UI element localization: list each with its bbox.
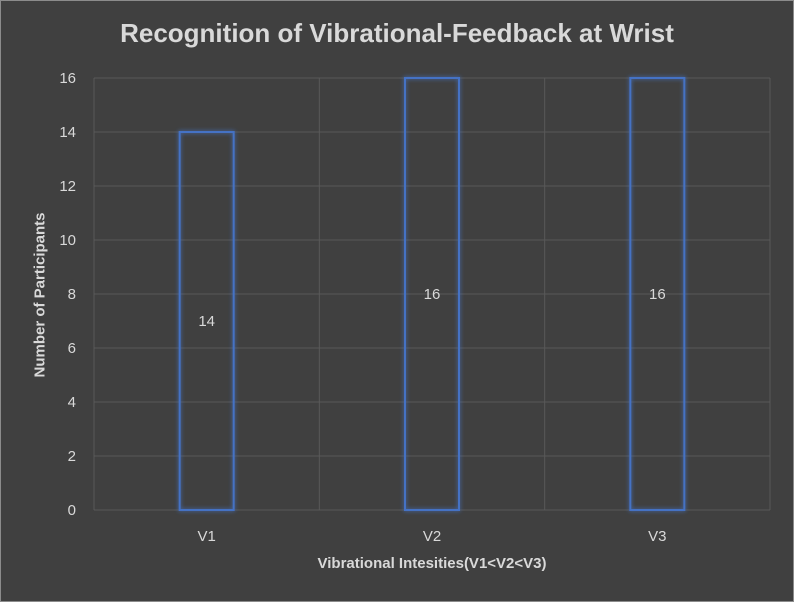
y-tick-label: 6 [68,340,76,357]
x-axis-ticks: V1 V2 V3 [197,528,666,545]
y-tick-label: 8 [68,286,76,303]
x-tick-label: V1 [197,528,215,545]
bars [178,77,686,511]
y-tick-label: 4 [68,394,76,411]
data-labels: 14 16 16 [198,286,665,330]
chart-title: Recognition of Vibrational-Feedback at W… [120,18,674,48]
y-tick-label: 2 [68,448,76,465]
y-tick-label: 14 [59,124,76,141]
x-tick-label: V3 [648,528,666,545]
y-tick-label: 10 [59,232,76,249]
bar-v2 [404,77,460,511]
bar-v1 [178,131,235,511]
x-tick-label: V2 [423,528,441,545]
y-tick-label: 16 [59,70,76,87]
bar-v3 [629,77,686,511]
data-label: 16 [424,286,441,303]
data-label: 14 [198,313,215,330]
y-axis-ticks: 0 2 4 6 8 10 12 14 16 [59,70,76,519]
data-label: 16 [649,286,666,303]
y-tick-label: 12 [59,178,76,195]
y-tick-label: 0 [68,502,76,519]
x-axis-title: Vibrational Intesities(V1<V2<V3) [317,555,547,572]
